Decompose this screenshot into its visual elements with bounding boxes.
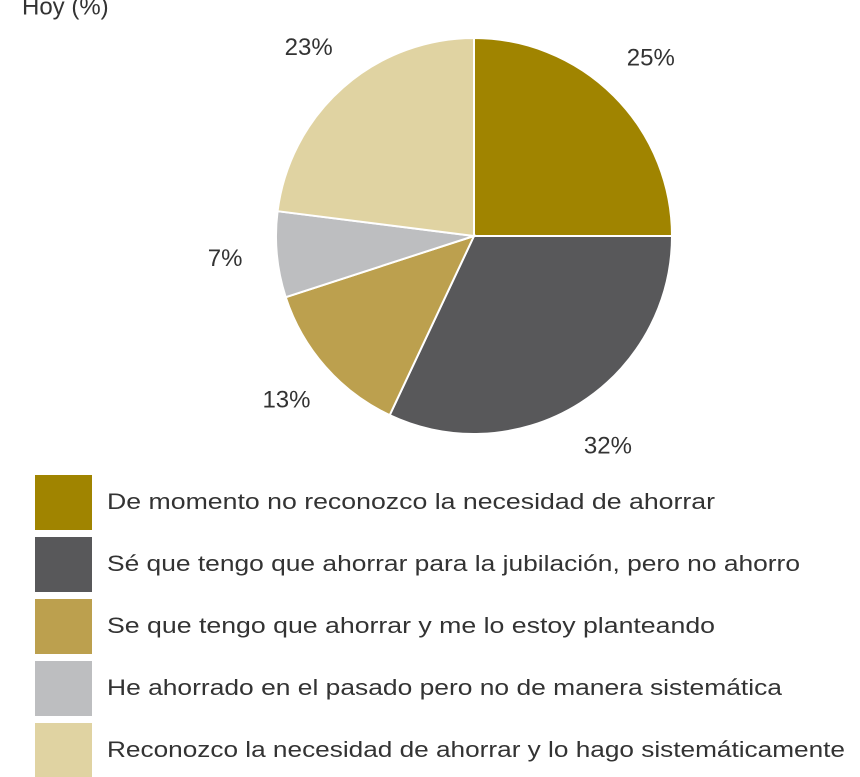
legend-swatch: [35, 475, 92, 530]
legend-swatch: [35, 599, 92, 654]
legend-label: De momento no reconozco la necesidad de …: [107, 489, 715, 514]
pie-slice: [473, 36, 674, 237]
legend-label: He ahorrado en el pasado pero no de mane…: [107, 675, 783, 700]
pie-slice: [276, 36, 475, 238]
legend-label: Sé que tengo que ahorrar para la jubilac…: [107, 551, 800, 576]
data-label: 23%: [285, 34, 333, 61]
data-label: 13%: [262, 387, 310, 414]
legend-swatch: [35, 537, 92, 592]
data-label: 25%: [627, 45, 675, 72]
legend-swatch: [35, 723, 92, 777]
pie-slice: [388, 235, 674, 435]
legend-label: Reconozco la necesidad de ahorrar y lo h…: [107, 737, 845, 762]
data-label: 32%: [584, 432, 632, 459]
pie-slice: [284, 234, 476, 417]
chart-title: Hoy (%): [22, 0, 109, 20]
data-label: 7%: [208, 245, 243, 272]
legend-swatch: [35, 661, 92, 716]
legend-label: Se que tengo que ahorrar y me lo estoy p…: [107, 613, 715, 638]
